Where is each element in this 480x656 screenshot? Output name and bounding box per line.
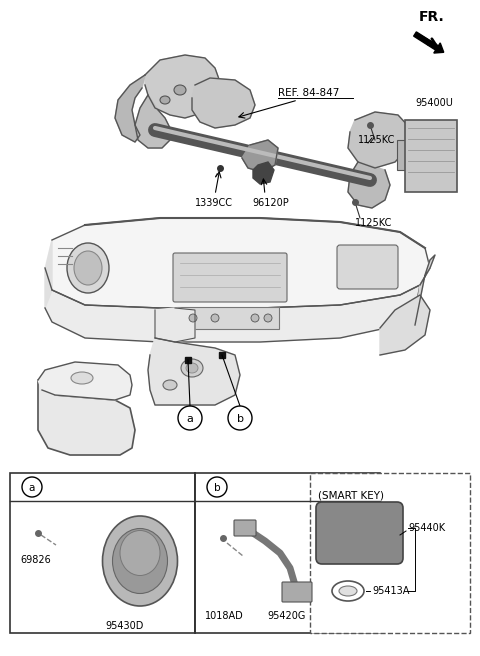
Text: FR.: FR. bbox=[419, 10, 445, 24]
Polygon shape bbox=[253, 162, 274, 184]
Text: a: a bbox=[187, 414, 193, 424]
Ellipse shape bbox=[332, 581, 364, 601]
FancyBboxPatch shape bbox=[310, 473, 470, 633]
Text: REF. 84-847: REF. 84-847 bbox=[278, 88, 339, 98]
Ellipse shape bbox=[120, 531, 160, 575]
Polygon shape bbox=[145, 55, 220, 118]
Ellipse shape bbox=[174, 85, 186, 95]
Text: a: a bbox=[29, 483, 35, 493]
Ellipse shape bbox=[339, 586, 357, 596]
FancyBboxPatch shape bbox=[337, 245, 398, 289]
Polygon shape bbox=[148, 338, 240, 405]
Polygon shape bbox=[415, 255, 435, 325]
Text: 95430D: 95430D bbox=[105, 621, 144, 631]
Text: 1125KC: 1125KC bbox=[358, 135, 396, 145]
Text: 95420G: 95420G bbox=[267, 611, 305, 621]
Circle shape bbox=[22, 477, 42, 497]
Polygon shape bbox=[135, 95, 170, 148]
FancyBboxPatch shape bbox=[405, 120, 457, 192]
FancyBboxPatch shape bbox=[282, 582, 312, 602]
Polygon shape bbox=[115, 75, 145, 142]
Text: b: b bbox=[237, 414, 243, 424]
Ellipse shape bbox=[103, 516, 178, 606]
Ellipse shape bbox=[264, 314, 272, 322]
Ellipse shape bbox=[74, 251, 102, 285]
Text: b: b bbox=[214, 483, 220, 493]
Ellipse shape bbox=[67, 243, 109, 293]
Text: 96120P: 96120P bbox=[252, 198, 289, 208]
Polygon shape bbox=[38, 362, 132, 400]
Text: (SMART KEY): (SMART KEY) bbox=[318, 491, 384, 501]
FancyBboxPatch shape bbox=[397, 140, 407, 170]
FancyBboxPatch shape bbox=[173, 253, 287, 302]
Polygon shape bbox=[380, 295, 430, 355]
Circle shape bbox=[207, 477, 227, 497]
Polygon shape bbox=[155, 308, 195, 342]
Polygon shape bbox=[348, 162, 390, 208]
Ellipse shape bbox=[186, 363, 198, 373]
Text: 95440K: 95440K bbox=[408, 523, 445, 533]
Ellipse shape bbox=[189, 314, 197, 322]
Polygon shape bbox=[45, 240, 52, 308]
FancyBboxPatch shape bbox=[177, 307, 279, 329]
FancyArrow shape bbox=[414, 32, 444, 53]
Polygon shape bbox=[45, 218, 430, 308]
Text: 95413A: 95413A bbox=[372, 586, 409, 596]
Ellipse shape bbox=[211, 314, 219, 322]
Polygon shape bbox=[192, 78, 255, 128]
Text: 69826: 69826 bbox=[20, 555, 51, 565]
Ellipse shape bbox=[181, 359, 203, 377]
Text: 95400U: 95400U bbox=[415, 98, 453, 108]
FancyBboxPatch shape bbox=[316, 502, 403, 564]
FancyBboxPatch shape bbox=[195, 473, 380, 633]
Polygon shape bbox=[242, 140, 278, 172]
Circle shape bbox=[228, 406, 252, 430]
Text: 1125KC: 1125KC bbox=[355, 218, 392, 228]
Ellipse shape bbox=[251, 314, 259, 322]
FancyBboxPatch shape bbox=[234, 520, 256, 536]
Text: 1018AD: 1018AD bbox=[205, 611, 244, 621]
Polygon shape bbox=[38, 380, 135, 455]
Ellipse shape bbox=[160, 96, 170, 104]
Ellipse shape bbox=[163, 380, 177, 390]
Ellipse shape bbox=[112, 529, 168, 594]
Ellipse shape bbox=[71, 372, 93, 384]
Text: 1339CC: 1339CC bbox=[195, 198, 233, 208]
Polygon shape bbox=[45, 285, 420, 342]
Polygon shape bbox=[348, 112, 410, 168]
Circle shape bbox=[178, 406, 202, 430]
FancyBboxPatch shape bbox=[10, 473, 195, 633]
